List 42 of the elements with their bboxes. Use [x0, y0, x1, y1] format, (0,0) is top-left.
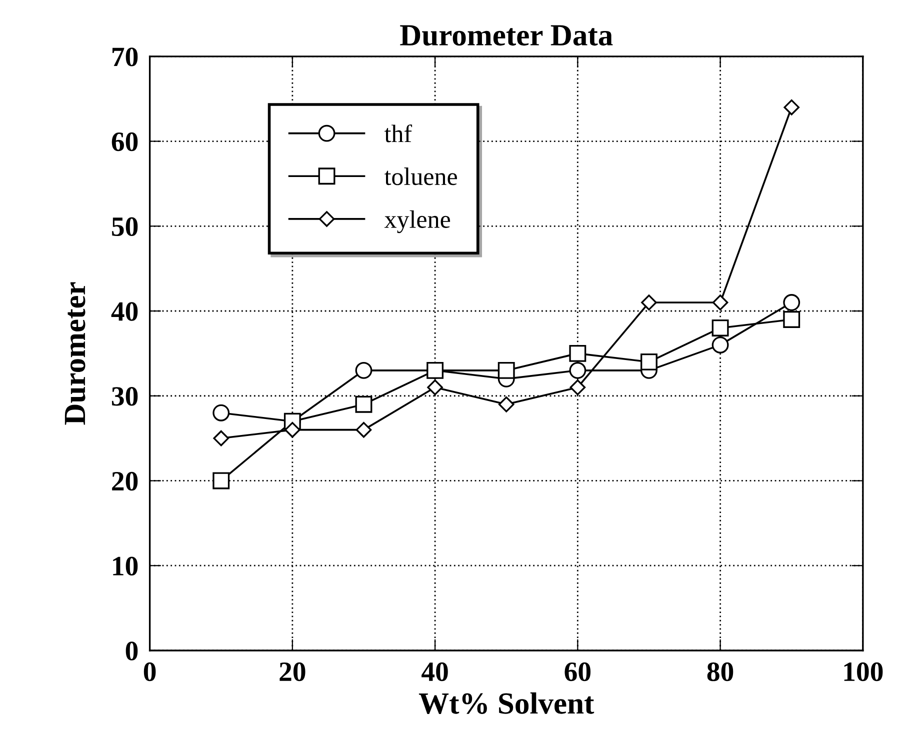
x-tick-label: 100 [844, 662, 883, 682]
point [284, 422, 300, 438]
y-tick-label: 70 [112, 48, 138, 66]
x-tick-label: 20 [280, 662, 306, 682]
point [498, 396, 514, 412]
point [212, 404, 230, 422]
point [783, 311, 800, 328]
point [356, 422, 372, 438]
y-tick-label: 0 [126, 642, 138, 660]
x-axis-title: Wt% Solvent [418, 692, 594, 714]
point [784, 99, 800, 116]
y-tick-label: 60 [112, 132, 138, 152]
y-axis-title: Durometer [64, 282, 86, 425]
point [712, 294, 728, 310]
point [355, 362, 372, 379]
point [641, 294, 657, 310]
point [569, 344, 586, 362]
legend-label: toluene [384, 168, 457, 186]
y-tick-label: 40 [111, 302, 138, 321]
point [213, 430, 230, 446]
chart-title: Durometer Data [400, 25, 613, 46]
point [640, 353, 658, 370]
point [570, 379, 586, 396]
legend-label: xylene [384, 210, 450, 234]
point [212, 472, 230, 490]
point [355, 396, 372, 413]
y-tick-label: 20 [112, 472, 138, 491]
point [712, 336, 729, 354]
point [569, 362, 586, 379]
point [426, 362, 444, 379]
point [783, 294, 800, 311]
point [498, 362, 515, 379]
point [712, 320, 729, 336]
x-tick-label: 40 [422, 662, 448, 682]
x-tick-label: 0 [144, 662, 156, 682]
point [427, 379, 443, 396]
y-tick-label: 50 [112, 217, 138, 236]
y-tick-label: 10 [113, 556, 138, 576]
legend-label: thf [384, 124, 412, 142]
x-tick-label: 80 [707, 662, 734, 682]
y-tick-label: 30 [112, 387, 138, 406]
x-tick-label: 60 [564, 662, 590, 682]
